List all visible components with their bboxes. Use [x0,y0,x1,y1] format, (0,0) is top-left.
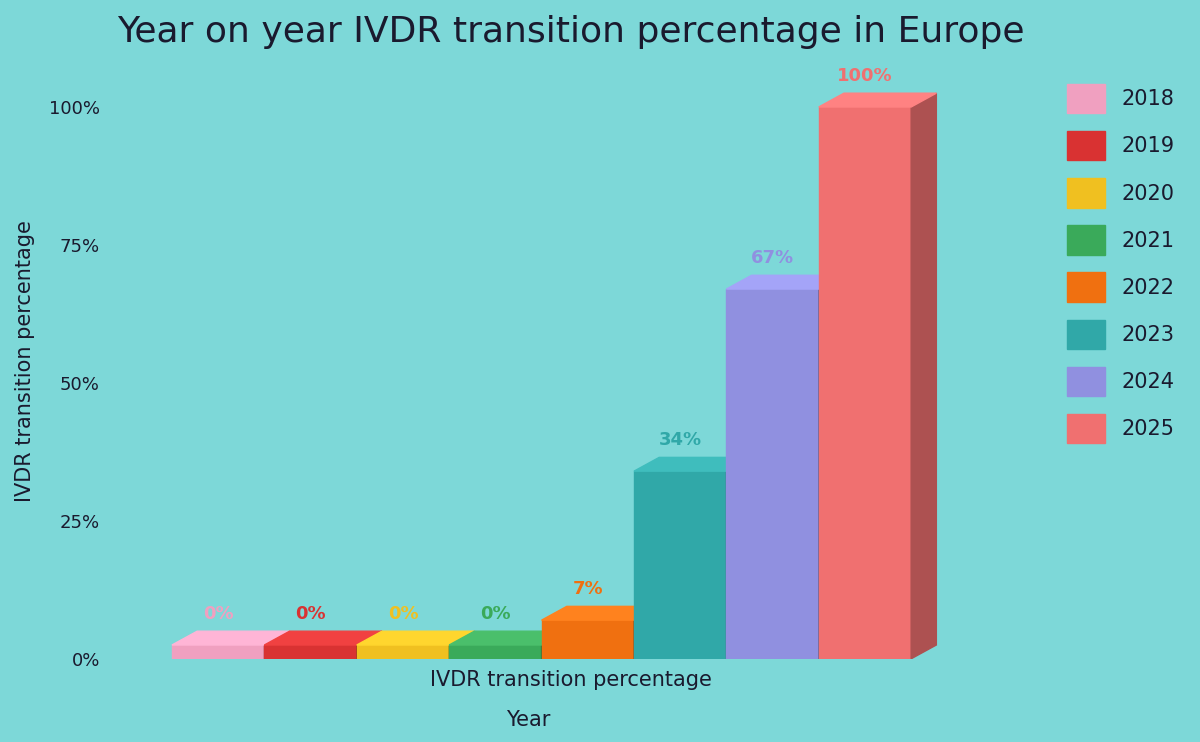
Polygon shape [541,620,634,659]
Polygon shape [264,631,289,659]
Polygon shape [818,93,936,107]
Polygon shape [726,275,844,289]
Polygon shape [172,631,289,645]
Text: 100%: 100% [838,67,893,85]
Text: 67%: 67% [751,249,794,267]
Text: 34%: 34% [659,431,702,449]
Polygon shape [264,645,356,659]
Legend: 2018, 2019, 2020, 2021, 2022, 2023, 2024, 2025: 2018, 2019, 2020, 2021, 2022, 2023, 2024… [1057,73,1186,454]
Text: 7%: 7% [572,580,604,598]
X-axis label: IVDR transition percentage: IVDR transition percentage [430,670,712,690]
Polygon shape [634,471,726,659]
Polygon shape [818,107,911,659]
Polygon shape [449,631,566,645]
Polygon shape [356,645,449,659]
Polygon shape [911,93,936,659]
Y-axis label: IVDR transition percentage: IVDR transition percentage [14,220,35,502]
Text: 0%: 0% [480,605,511,623]
Text: Year: Year [506,710,550,729]
Text: 0%: 0% [388,605,419,623]
Text: 0%: 0% [295,605,326,623]
Polygon shape [449,645,541,659]
Polygon shape [449,631,474,659]
Polygon shape [634,606,659,659]
Polygon shape [818,275,844,659]
Polygon shape [726,289,818,659]
Polygon shape [172,645,264,659]
Polygon shape [541,631,566,659]
Polygon shape [264,631,382,645]
Title: Year on year IVDR transition percentage in Europe: Year on year IVDR transition percentage … [118,15,1025,49]
Polygon shape [726,457,751,659]
Text: 0%: 0% [203,605,234,623]
Polygon shape [356,631,474,645]
Polygon shape [541,606,659,620]
Polygon shape [356,631,382,659]
Polygon shape [634,457,751,471]
